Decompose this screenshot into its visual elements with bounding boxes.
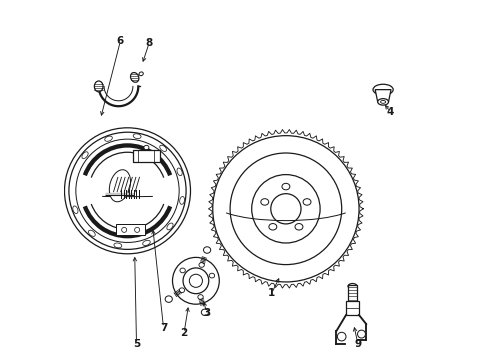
Bar xyxy=(346,301,358,315)
Ellipse shape xyxy=(165,296,172,302)
Ellipse shape xyxy=(201,309,208,315)
Circle shape xyxy=(337,332,346,341)
Text: 7: 7 xyxy=(160,323,167,333)
Ellipse shape xyxy=(94,81,103,92)
Ellipse shape xyxy=(377,99,387,105)
Text: 3: 3 xyxy=(203,308,210,318)
Circle shape xyxy=(172,257,219,304)
Text: 2: 2 xyxy=(180,328,187,338)
Ellipse shape xyxy=(372,84,392,95)
Text: 6: 6 xyxy=(117,36,123,46)
Bar xyxy=(116,225,145,235)
Polygon shape xyxy=(374,90,390,102)
Bar xyxy=(133,150,160,162)
Text: 5: 5 xyxy=(133,339,140,349)
Bar xyxy=(347,285,356,302)
Circle shape xyxy=(357,330,365,338)
Text: 8: 8 xyxy=(145,38,152,48)
Text: 9: 9 xyxy=(354,339,361,349)
Ellipse shape xyxy=(139,72,143,76)
Ellipse shape xyxy=(347,284,356,289)
Ellipse shape xyxy=(130,72,139,82)
Ellipse shape xyxy=(143,145,149,150)
Text: 1: 1 xyxy=(267,288,275,298)
Ellipse shape xyxy=(203,247,210,253)
Text: 4: 4 xyxy=(386,107,393,117)
Ellipse shape xyxy=(109,170,130,202)
